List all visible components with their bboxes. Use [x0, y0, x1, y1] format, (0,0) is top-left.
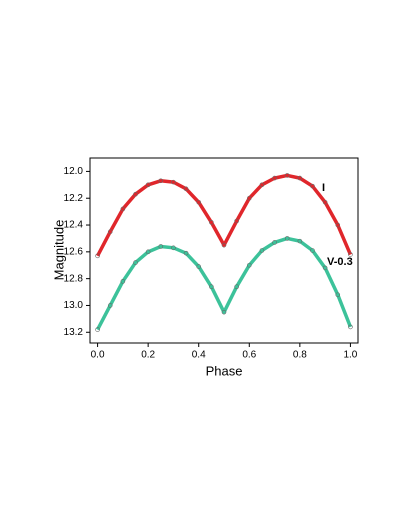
data-point	[107, 303, 113, 308]
data-point	[133, 191, 138, 197]
data-point	[171, 245, 176, 251]
x-axis-label: Phase	[206, 363, 243, 378]
data-point	[196, 264, 202, 269]
data-point	[95, 253, 100, 259]
data-point	[284, 173, 290, 178]
data-point	[272, 240, 277, 245]
series-line	[96, 236, 353, 331]
data-point	[171, 179, 176, 185]
data-point	[221, 242, 227, 248]
data-point	[95, 327, 100, 332]
data-point	[183, 250, 189, 256]
data-point	[221, 309, 227, 315]
series-label: V-0.3	[327, 256, 353, 268]
data-point	[120, 206, 126, 212]
data-point	[284, 236, 290, 241]
data-point	[183, 186, 189, 192]
data-point	[259, 182, 265, 188]
data-point	[335, 222, 341, 228]
data-point	[209, 220, 214, 225]
data-point	[348, 324, 353, 330]
data-point	[196, 199, 202, 205]
x-tick-label: 0.4	[192, 350, 206, 361]
data-point	[209, 284, 214, 289]
data-point	[133, 260, 138, 265]
y-tick-label: 13.2	[64, 327, 84, 338]
data-point	[145, 182, 151, 188]
data-point	[310, 248, 315, 253]
y-tick-label: 12.8	[64, 273, 84, 284]
data-point	[145, 249, 151, 255]
y-tick-label: 12.4	[64, 220, 84, 231]
data-point	[322, 265, 328, 271]
x-tick-label: 1.0	[343, 350, 357, 361]
y-tick-label: 13.0	[64, 300, 84, 311]
data-point	[107, 229, 113, 235]
y-tick-label: 12.6	[64, 246, 84, 257]
data-point	[322, 199, 328, 205]
data-point	[246, 262, 252, 268]
data-point	[335, 292, 341, 298]
series-label: I	[322, 182, 325, 194]
x-tick-label: 0.6	[242, 350, 256, 361]
data-point	[297, 175, 303, 181]
y-axis-label: Magnitude	[51, 220, 66, 281]
x-tick-label: 0.8	[293, 350, 307, 361]
x-tick-label: 0.2	[141, 350, 155, 361]
y-tick-label: 12.0	[64, 166, 84, 177]
data-point	[234, 284, 239, 289]
data-point	[246, 195, 252, 201]
data-point	[234, 218, 239, 224]
plot-frame	[89, 157, 359, 344]
series-line	[96, 173, 353, 257]
x-tick-label: 0.0	[91, 350, 105, 361]
data-point	[120, 279, 126, 284]
data-point	[272, 175, 277, 181]
data-point	[158, 178, 164, 184]
data-point	[259, 248, 265, 253]
data-point	[348, 252, 353, 257]
data-point	[297, 238, 303, 244]
data-point	[310, 183, 315, 189]
y-tick-label: 12.2	[64, 193, 84, 204]
data-point	[158, 244, 164, 249]
